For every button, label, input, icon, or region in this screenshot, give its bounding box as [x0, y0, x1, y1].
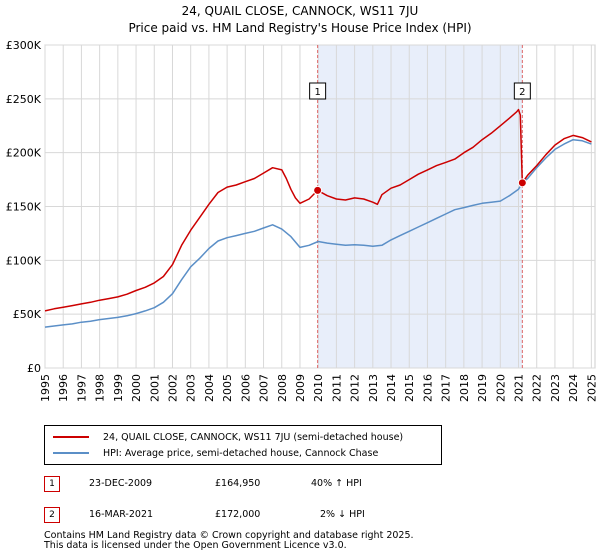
- legend-item-hpi: HPI: Average price, semi-detached house,…: [53, 446, 378, 460]
- x-tick-label: 2013: [367, 374, 380, 402]
- chart-legend: 24, QUAIL CLOSE, CANNOCK, WS11 7JU (semi…: [44, 425, 442, 465]
- transaction-hpi-change: 40% ↑ HPI: [311, 478, 362, 489]
- annotation-badge: [513, 82, 531, 100]
- x-tick-label: 2012: [349, 374, 362, 402]
- x-tick-label: 2025: [585, 374, 598, 402]
- annotation-label: 2: [519, 87, 525, 98]
- x-tick-label: 2024: [567, 374, 580, 402]
- x-tick-label: 2011: [330, 374, 343, 402]
- x-tick-label: 1995: [39, 374, 52, 402]
- x-tick-label: 2022: [531, 374, 544, 402]
- x-tick-label: 2017: [440, 374, 453, 402]
- annotation-badge: [309, 82, 327, 100]
- x-tick-label: 1998: [94, 374, 107, 402]
- x-tick-label: 1999: [112, 374, 125, 402]
- x-tick-label: 2014: [385, 374, 398, 402]
- legend-label-price: 24, QUAIL CLOSE, CANNOCK, WS11 7JU (semi…: [103, 431, 404, 443]
- x-tick-label: 1997: [75, 374, 88, 402]
- x-tick-label: 2003: [185, 374, 198, 402]
- x-tick-label: 2001: [148, 374, 161, 402]
- x-tick-label: 2018: [458, 374, 471, 402]
- y-tick-label: £0: [27, 362, 41, 375]
- y-tick-label: £200K: [6, 147, 42, 160]
- annotation-label: 1: [314, 87, 320, 98]
- transaction-number-badge: 2: [44, 507, 60, 523]
- x-tick-label: 2023: [549, 374, 562, 402]
- footer-line-2: This data is licensed under the Open Gov…: [44, 540, 347, 551]
- legend-swatch-price: [53, 436, 89, 438]
- y-tick-label: £150K: [6, 201, 42, 214]
- legend-label-hpi: HPI: Average price, semi-detached house,…: [103, 447, 379, 459]
- y-tick-label: £250K: [6, 93, 42, 106]
- transaction-price: £172,000: [215, 509, 261, 520]
- y-tick-label: £300K: [6, 39, 42, 52]
- transaction-row: 1 23-DEC-2009 £164,950 40% ↑ HPI: [44, 476, 464, 496]
- x-tick-label: 2019: [476, 374, 489, 402]
- y-tick-label: £100K: [6, 254, 42, 267]
- transaction-hpi-change: 2% ↓ HPI: [320, 509, 365, 520]
- transaction-row: 2 16-MAR-2021 £172,000 2% ↓ HPI: [44, 507, 464, 527]
- sale-point-marker: [517, 178, 527, 188]
- x-tick-label: 2016: [421, 374, 434, 402]
- x-tick-label: 2002: [166, 374, 179, 402]
- footer-attribution: Contains HM Land Registry data © Crown c…: [44, 531, 584, 551]
- transaction-price: £164,950: [215, 478, 261, 489]
- x-tick-label: 2009: [294, 374, 307, 402]
- x-tick-label: 2015: [403, 374, 416, 402]
- chart-subtitle: Price paid vs. HM Land Registry's House …: [128, 21, 472, 35]
- footer-line-1: Contains HM Land Registry data © Crown c…: [44, 530, 414, 541]
- sale-point-marker: [313, 185, 323, 195]
- transaction-number-badge: 1: [44, 476, 60, 492]
- x-tick-label: 2008: [276, 374, 289, 402]
- legend-item-price: 24, QUAIL CLOSE, CANNOCK, WS11 7JU (semi…: [53, 430, 403, 444]
- y-tick-label: £50K: [13, 308, 42, 321]
- price-paid-series-line: [44, 108, 592, 312]
- x-tick-label: 2005: [221, 374, 234, 402]
- x-tick-label: 2004: [203, 374, 216, 402]
- x-tick-label: 2006: [239, 374, 252, 402]
- x-tick-label: 2010: [312, 374, 325, 402]
- x-tick-label: 2000: [130, 374, 143, 402]
- x-tick-label: 2020: [494, 374, 507, 402]
- price-chart: £0 £50K £100K £150K £200K £250K £300K 1995 1996 1…: [6, 39, 599, 402]
- x-tick-label: 2007: [258, 374, 271, 402]
- transaction-date: 16-MAR-2021: [89, 509, 154, 520]
- x-tick-label: 2021: [513, 374, 526, 402]
- chart-title: 24, QUAIL CLOSE, CANNOCK, WS11 7JU: [181, 4, 419, 18]
- x-tick-label: 1996: [57, 374, 70, 402]
- transaction-date: 23-DEC-2009: [89, 478, 153, 489]
- legend-swatch-hpi: [53, 452, 89, 454]
- hpi-series-line: [44, 138, 592, 328]
